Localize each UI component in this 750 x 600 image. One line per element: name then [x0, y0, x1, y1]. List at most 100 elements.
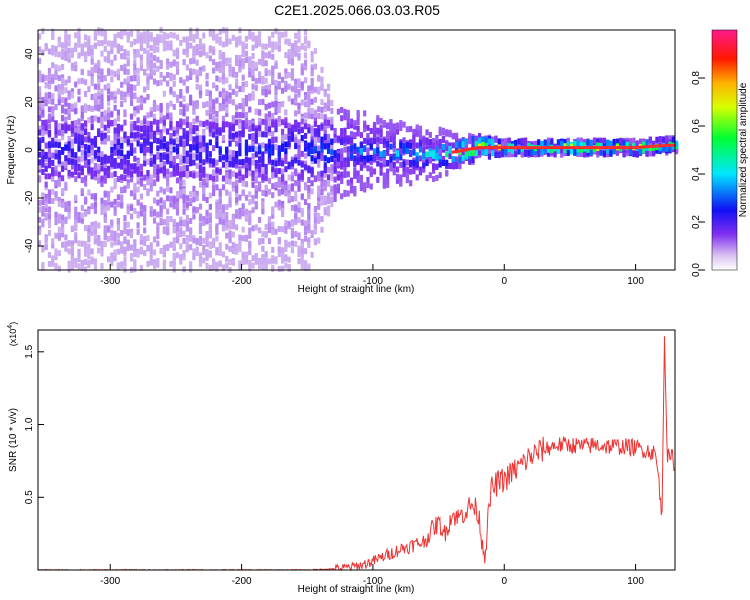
- heatmap-cell: [212, 190, 216, 197]
- heatmap-cell: [54, 51, 58, 58]
- heatmap-cell: [349, 153, 354, 160]
- heatmap-cell: [97, 104, 101, 111]
- heatmap-cell: [392, 123, 396, 130]
- heatmap-cell: [248, 106, 252, 113]
- heatmap-cell: [257, 36, 262, 43]
- heatmap-cell: [74, 81, 78, 88]
- heatmap-cell: [146, 64, 150, 71]
- heatmap-cell: [297, 217, 301, 224]
- heatmap-cell: [238, 170, 242, 177]
- heatmap-cell: [54, 70, 58, 77]
- heatmap-cell: [455, 136, 459, 143]
- heatmap-cell: [340, 193, 344, 200]
- heatmap-cell: [152, 118, 157, 125]
- heatmap-cell: [244, 235, 249, 242]
- heatmap-cell: [356, 146, 360, 153]
- heatmap-cell: [38, 57, 42, 64]
- heatmap-cell: [221, 265, 226, 272]
- heatmap-cell: [277, 150, 281, 157]
- heatmap-cell: [323, 114, 327, 121]
- heatmap-cell: [93, 152, 98, 159]
- heatmap-cell: [228, 259, 232, 266]
- heatmap-cell: [120, 194, 124, 201]
- heatmap-cell: [399, 124, 403, 131]
- heatmap-cell: [257, 125, 262, 132]
- heatmap-cell: [60, 223, 65, 230]
- heatmap-cell: [67, 108, 71, 115]
- heatmap-cell: [129, 228, 134, 235]
- heatmap-cell: [192, 206, 196, 213]
- heatmap-cell: [129, 75, 134, 82]
- heatmap-cell: [589, 146, 593, 153]
- heatmap-cell: [294, 212, 298, 219]
- heatmap-cell: [64, 48, 68, 55]
- heatmap-cell: [277, 155, 281, 162]
- heatmap-cell: [300, 81, 304, 88]
- heatmap-cell: [294, 84, 298, 91]
- heatmap-cell: [162, 119, 166, 126]
- heatmap-cell: [228, 126, 232, 133]
- heatmap-cell: [277, 45, 281, 52]
- heatmap-cell: [169, 241, 173, 248]
- heatmap-cell: [550, 147, 554, 154]
- heatmap-cell: [126, 245, 130, 252]
- heatmap-cell: [264, 163, 268, 170]
- heatmap-cell: [149, 210, 153, 217]
- heatmap-cell: [57, 41, 61, 48]
- heatmap-cell: [83, 258, 88, 265]
- heatmap-cell: [87, 228, 91, 235]
- heatmap-cell: [425, 160, 429, 167]
- heatmap-cell: [146, 55, 150, 62]
- heatmap-cell: [287, 54, 291, 61]
- heatmap-cell: [159, 103, 163, 110]
- heatmap-cell: [471, 157, 475, 164]
- heatmap-cell: [267, 52, 272, 59]
- heatmap-cell: [235, 82, 239, 89]
- heatmap-cell: [238, 54, 242, 61]
- heatmap-cell: [665, 145, 669, 152]
- heatmap-cell: [93, 170, 98, 177]
- heatmap-cell: [251, 255, 255, 262]
- heatmap-cell: [225, 204, 229, 211]
- heatmap-cell: [277, 204, 281, 211]
- heatmap-cell: [67, 248, 71, 255]
- heatmap-cell: [113, 139, 117, 146]
- heatmap-cell: [379, 162, 383, 169]
- heatmap-cell: [280, 175, 285, 182]
- heatmap-cell: [152, 249, 157, 256]
- heatmap-cell: [261, 174, 265, 181]
- heatmap-cell: [382, 158, 386, 165]
- heatmap-cell: [198, 252, 203, 259]
- heatmap-cell: [313, 63, 318, 70]
- heatmap-cell: [422, 152, 426, 159]
- heatmap-cell: [264, 43, 268, 50]
- heatmap-cell: [179, 77, 183, 84]
- heatmap-cell: [100, 165, 104, 172]
- heatmap-cell: [359, 148, 363, 155]
- heatmap-cell: [189, 35, 193, 42]
- heatmap-cell: [47, 91, 52, 98]
- heatmap-cell: [90, 105, 94, 112]
- heatmap-cell: [51, 115, 55, 122]
- heatmap-cell: [576, 139, 580, 146]
- heatmap-cell: [438, 138, 442, 145]
- heatmap-cell: [179, 140, 183, 147]
- heatmap-cell: [231, 217, 235, 224]
- heatmap-cell: [123, 186, 127, 193]
- heatmap-cell: [172, 242, 176, 249]
- heatmap-cell: [353, 143, 357, 150]
- heatmap-cell: [228, 201, 232, 208]
- heatmap-cell: [320, 136, 324, 143]
- heatmap-cell: [313, 134, 318, 141]
- heatmap-cell: [583, 139, 587, 146]
- heatmap-cell: [208, 174, 212, 181]
- heatmap-cell: [57, 213, 61, 220]
- heatmap-cell: [113, 127, 117, 134]
- heatmap-cell: [313, 206, 318, 213]
- heatmap-cell: [172, 130, 176, 137]
- heatmap-cell: [123, 228, 127, 235]
- heatmap-cell: [363, 155, 367, 162]
- heatmap-cell: [189, 261, 193, 268]
- heatmap-cell: [198, 70, 203, 77]
- heatmap-cell: [422, 166, 426, 173]
